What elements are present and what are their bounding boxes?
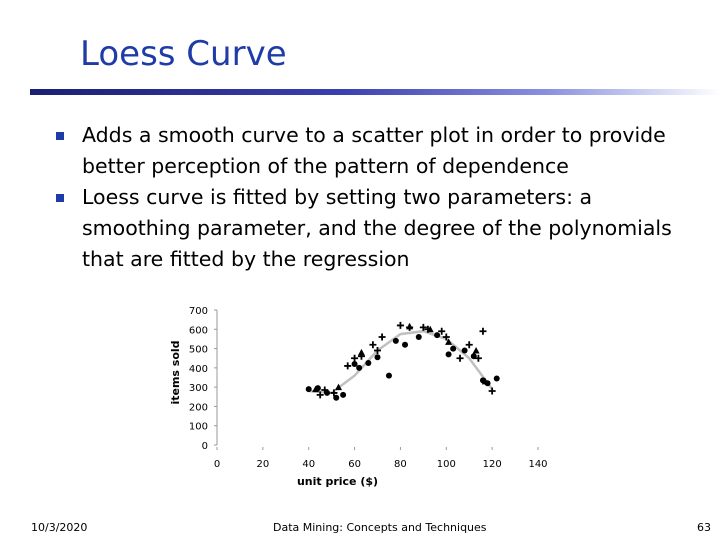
scatter-point-circle <box>402 341 409 348</box>
y-tick-label: 700 <box>189 306 208 317</box>
x-axis-label: unit price ($) <box>297 475 378 488</box>
scatter-point-circle <box>365 360 372 367</box>
scatter-point-plus <box>316 391 324 399</box>
bullet-text: Loess curve is fitted by setting two par… <box>82 185 672 271</box>
y-tick-label: 500 <box>189 345 208 356</box>
scatter-point-triangle <box>357 348 365 356</box>
x-tick-label: 20 <box>256 459 269 470</box>
square-bullet-icon <box>56 194 64 202</box>
x-tick-label: 80 <box>394 459 407 470</box>
scatter-point-circle <box>461 347 468 354</box>
scatter-point-plus <box>378 333 386 341</box>
scatter-point-circle <box>392 337 399 344</box>
scatter-point-plus <box>351 354 359 362</box>
slide-title: Loess Curve <box>80 34 287 74</box>
x-tick-label: 40 <box>302 459 315 470</box>
bullet-text: Adds a smooth curve to a scatter plot in… <box>82 123 666 178</box>
scatter-point-triangle <box>312 385 320 393</box>
scatter-point-plus <box>456 354 464 362</box>
y-tick-label: 600 <box>189 325 208 336</box>
scatter-point-plus <box>474 354 482 362</box>
scatter-point-circle <box>356 364 363 371</box>
scatter-point-circle <box>434 332 441 339</box>
footer-title: Data Mining: Concepts and Techniques <box>273 521 487 534</box>
scatter-point-circle <box>374 354 381 361</box>
scatter-point-circle <box>351 361 358 367</box>
y-tick-label: 400 <box>189 364 208 375</box>
scatter-point-plus <box>321 386 329 394</box>
scatter-point-triangle <box>445 338 453 345</box>
scatter-point-plus <box>369 341 377 349</box>
scatter-point-plus <box>330 389 338 397</box>
footer-date: 10/3/2020 <box>31 521 88 534</box>
scatter-point-plus <box>465 341 473 349</box>
scatter-point-plus <box>488 387 496 395</box>
scatter-point-plus <box>438 327 446 335</box>
scatter-point-plus <box>442 333 450 341</box>
y-tick-label: 100 <box>189 422 208 433</box>
loess-curve-line <box>308 329 494 395</box>
scatter-point-circle <box>415 334 422 340</box>
bullet-item: Loess curve is fitted by setting two par… <box>56 182 706 275</box>
scatter-point-circle <box>445 351 452 358</box>
y-tick-label: 300 <box>189 383 208 394</box>
square-bullet-icon <box>56 132 64 140</box>
y-tick-label: 200 <box>189 402 208 413</box>
scatter-point-circle <box>450 345 457 352</box>
scatter-point-circle <box>305 386 312 393</box>
scatter-point-triangle <box>426 325 434 333</box>
bullet-item: Adds a smooth curve to a scatter plot in… <box>56 120 706 182</box>
y-axis-label: items sold <box>169 340 182 404</box>
scatter-point-triangle <box>472 347 480 354</box>
scatter-point-plus <box>479 327 487 335</box>
scatter-point-circle <box>385 372 392 379</box>
scatter-point-circle <box>493 375 500 382</box>
title-underline-rule <box>30 89 720 95</box>
scatter-point-circle <box>340 391 347 398</box>
page-number: 63 <box>697 521 711 534</box>
scatter-point-plus <box>396 321 404 329</box>
loess-scatter-chart: 0 100 200 300 400 500 600 700 0 20 40 60 80 100 120 140… <box>169 306 548 488</box>
scatter-point-plus <box>419 323 427 331</box>
scatter-point-plus <box>374 347 381 354</box>
x-tick-label: 120 <box>483 459 502 470</box>
scatter-point-triangle <box>406 322 414 330</box>
x-tick-label: 100 <box>437 459 456 470</box>
bullet-list: Adds a smooth curve to a scatter plot in… <box>56 120 706 275</box>
x-tick-label: 140 <box>528 459 547 470</box>
y-tick-label: 0 <box>202 441 208 452</box>
scatter-point-plus <box>344 362 352 370</box>
x-tick-label: 0 <box>214 459 220 470</box>
scatter-point-triangle <box>481 377 489 385</box>
scatter-point-triangle <box>335 383 343 391</box>
x-tick-label: 60 <box>348 459 361 470</box>
